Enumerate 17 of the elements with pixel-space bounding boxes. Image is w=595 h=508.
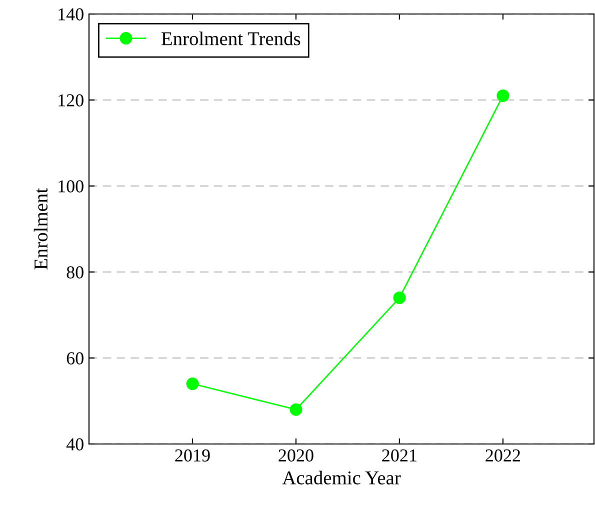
y-axis-title: Enrolment bbox=[34, 188, 48, 270]
legend-label: Enrolment Trends bbox=[162, 32, 300, 46]
x-tick-label: 2021 bbox=[382, 449, 416, 462]
y-tick-label: 60 bbox=[66, 352, 84, 364]
x-tick-label: 2020 bbox=[278, 449, 314, 462]
point bbox=[393, 292, 406, 304]
y-tick-label: 120 bbox=[58, 94, 84, 106]
point bbox=[290, 403, 302, 416]
point bbox=[496, 89, 510, 102]
x-tick-label: 2022 bbox=[486, 449, 520, 462]
y-tick-label: 80 bbox=[66, 266, 84, 278]
x-tick-label: 2019 bbox=[175, 449, 210, 462]
point bbox=[186, 378, 199, 390]
y-tick-label: 100 bbox=[58, 180, 84, 192]
x-axis-title: Academic Year bbox=[282, 470, 401, 484]
y-tick-label: 140 bbox=[58, 8, 84, 20]
y-tick-label: 40 bbox=[66, 438, 84, 450]
